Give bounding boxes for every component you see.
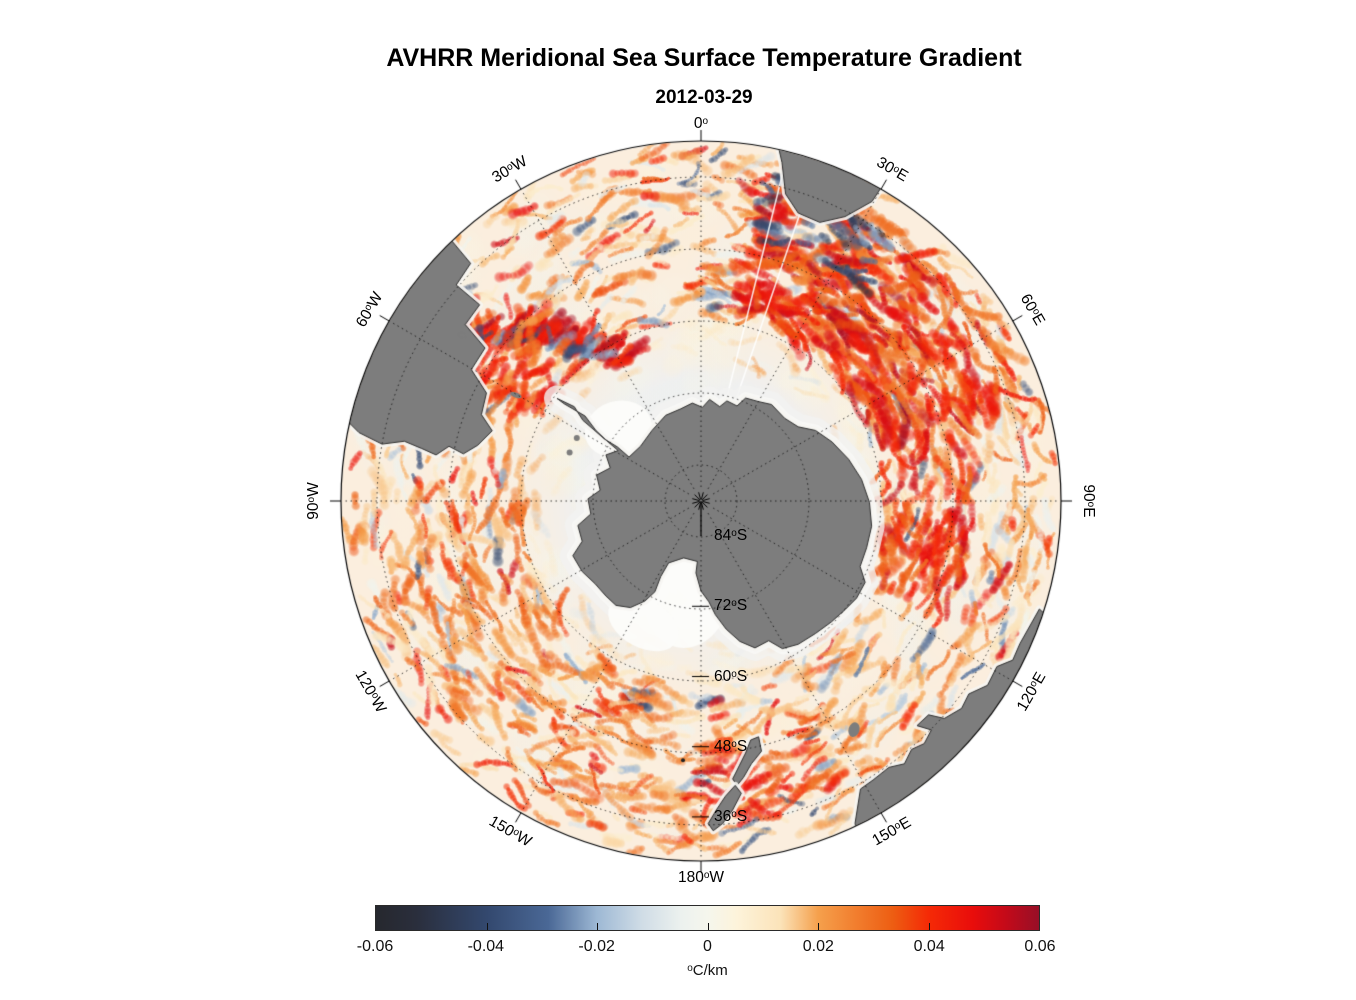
colorbar-tick bbox=[818, 923, 819, 930]
figure-title: AVHRR Meridional Sea Surface Temperature… bbox=[386, 44, 1022, 72]
colorbar-tick bbox=[707, 923, 709, 930]
colorbar-tick-label: -0.02 bbox=[578, 938, 615, 955]
colorbar-tick-label: -0.04 bbox=[467, 938, 505, 955]
polar-map: 0o 30oE 60oE 90oE 120oE 150oE 180oW 150oW 120oW 9… bbox=[301, 101, 1101, 901]
colorbar-tick-label: 0 bbox=[703, 938, 712, 955]
colorbar-tick-label: 0.06 bbox=[1024, 938, 1056, 955]
colorbar-tick bbox=[928, 923, 930, 930]
colorbar-unit-label: oC/km bbox=[687, 962, 728, 979]
colorbar-tick-label: 0.04 bbox=[913, 938, 945, 955]
longitude-label: 90oE bbox=[1080, 484, 1097, 518]
colorbar bbox=[375, 905, 1040, 931]
latitude-label: 36oS bbox=[714, 807, 748, 825]
longitude-label: 90oW bbox=[305, 482, 322, 520]
longitude-label: 180oW bbox=[677, 869, 725, 886]
latitude-label: 72oS bbox=[714, 597, 748, 615]
latitude-label: 48oS bbox=[714, 737, 748, 755]
latitude-label: 60oS bbox=[714, 667, 748, 685]
colorbar-tick bbox=[597, 923, 598, 930]
latitude-label: 84oS bbox=[714, 527, 748, 545]
colorbar-tick-label: 0.02 bbox=[802, 938, 834, 955]
longitude-label: 0o bbox=[693, 115, 709, 132]
colorbar-tick bbox=[486, 923, 488, 930]
colorbar-tick-label: -0.06 bbox=[356, 938, 394, 955]
map-canvas bbox=[301, 101, 1101, 901]
